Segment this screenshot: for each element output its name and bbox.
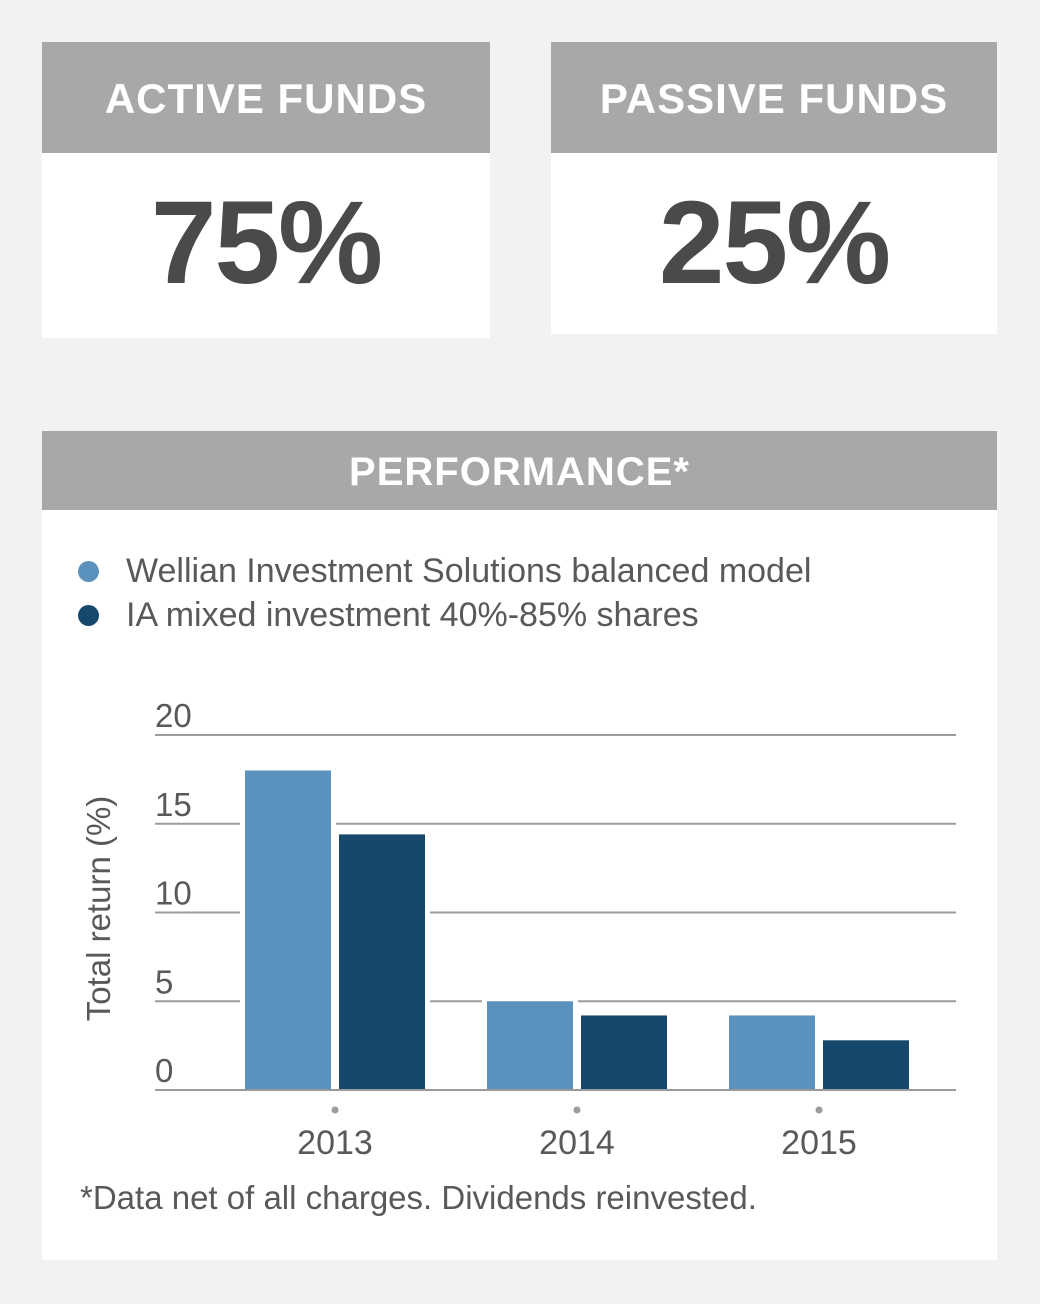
- legend-item-wellian: Wellian Investment Solutions balanced mo…: [78, 549, 811, 593]
- legend-item-ia-mixed: IA mixed investment 40%-85% shares: [78, 593, 811, 637]
- legend-dot-wellian: [78, 561, 99, 582]
- footnote: *Data net of all charges. Dividends rein…: [80, 1179, 757, 1217]
- passive-funds-title: PASSIVE FUNDS: [551, 42, 997, 153]
- bar-2014-series-1: [487, 1001, 573, 1090]
- bar-2013-series-2: [339, 834, 425, 1090]
- active-funds-title: ACTIVE FUNDS: [42, 42, 490, 153]
- bar-2014-series-2: [581, 1015, 667, 1090]
- y-tick-label-20: 20: [155, 697, 192, 734]
- y-tick-label-10: 10: [155, 875, 192, 912]
- chart-legend: Wellian Investment Solutions balanced mo…: [78, 549, 811, 637]
- x-tick-label-2013: 2013: [297, 1124, 373, 1162]
- y-tick-label-0: 0: [155, 1052, 173, 1089]
- passive-funds-card: PASSIVE FUNDS 25%: [551, 42, 997, 334]
- y-axis-label: Total return (%): [80, 796, 117, 1022]
- legend-label-wellian: Wellian Investment Solutions balanced mo…: [126, 552, 811, 590]
- x-tick-dot-2015: [816, 1107, 823, 1114]
- bar-2015-series-2: [823, 1040, 909, 1090]
- y-tick-label-15: 15: [155, 786, 192, 823]
- y-tick-label-5: 5: [155, 963, 173, 1000]
- performance-card: PERFORMANCE* 0 5 10 15 20 Total return (%) 201…: [42, 431, 997, 1260]
- x-tick-dot-2013: [332, 1107, 339, 1114]
- active-funds-card: ACTIVE FUNDS 75%: [42, 42, 490, 338]
- x-tick-label-2015: 2015: [781, 1124, 857, 1162]
- x-tick-dot-2014: [574, 1107, 581, 1114]
- active-funds-value: 75%: [42, 153, 490, 333]
- bar-2013-series-1: [245, 771, 331, 1091]
- legend-dot-ia-mixed: [78, 605, 99, 626]
- bar-2015-series-1: [729, 1015, 815, 1090]
- passive-funds-value: 25%: [551, 153, 997, 333]
- legend-label-ia-mixed: IA mixed investment 40%-85% shares: [126, 596, 699, 634]
- x-tick-label-2014: 2014: [539, 1124, 615, 1162]
